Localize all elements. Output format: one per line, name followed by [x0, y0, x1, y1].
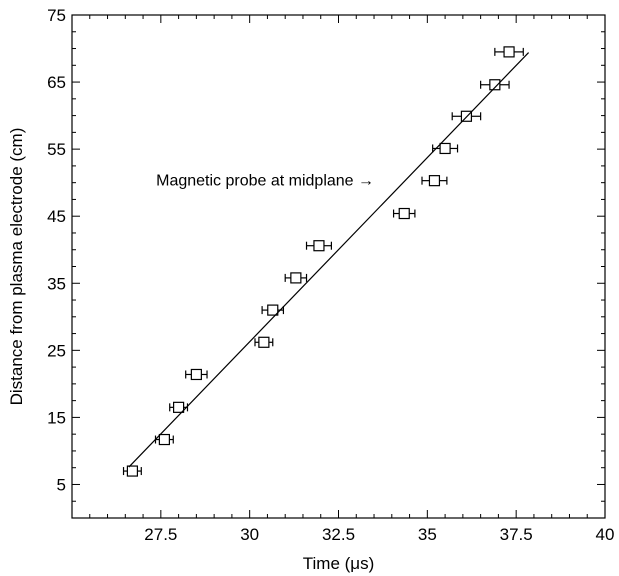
data-point [173, 401, 185, 413]
annotation-text: Magnetic probe at midplane → [156, 172, 374, 189]
data-point [313, 240, 325, 252]
plot-frame [71, 14, 606, 519]
x-tick-label: 32.5 [322, 525, 355, 544]
y-tick-label: 45 [47, 207, 66, 226]
x-axis-title: Time (μs) [303, 554, 375, 573]
data-points [122, 46, 524, 477]
y-tick-label: 15 [47, 408, 66, 427]
data-point [290, 272, 302, 284]
y-tick-label: 55 [47, 140, 66, 159]
y-tick-label: 35 [47, 274, 66, 293]
data-point [267, 304, 279, 316]
y-axis-title: Distance from plasma electrode (cm) [7, 128, 26, 406]
data-point [398, 207, 410, 220]
y-tick-label: 25 [47, 341, 66, 360]
x-tick-label: 40 [596, 525, 615, 544]
data-point [460, 110, 473, 122]
data-point [439, 142, 451, 155]
data-point [190, 368, 202, 381]
x-tick-label: 30 [240, 525, 259, 544]
data-point [503, 46, 515, 58]
x-tick-label: 27.5 [144, 525, 177, 544]
data-point [258, 336, 270, 348]
y-tick-label: 75 [47, 6, 66, 25]
data-point [489, 79, 501, 91]
data-point [126, 465, 139, 477]
data-point [428, 175, 441, 187]
x-tick-label: 35 [418, 525, 437, 544]
y-tick-label: 5 [57, 475, 66, 494]
x-tick-label: 37.5 [500, 525, 533, 544]
y-tick-label: 65 [47, 73, 66, 92]
data-point [158, 433, 170, 446]
axis-tick-labels: 27.5 30 32.5 35 37.5 40 5 15 25 35 45 55 65 75 [47, 6, 614, 544]
